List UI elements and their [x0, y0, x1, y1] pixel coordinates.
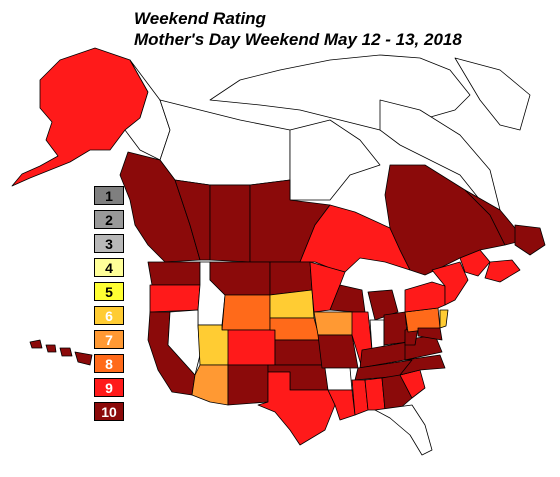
legend-item-5: 5: [94, 282, 124, 301]
region-kansas: [274, 339, 323, 366]
legend-item-7: 7: [94, 330, 124, 349]
region-nunavut: [289, 119, 381, 201]
region-northwest-territories: [159, 99, 291, 186]
region-alabama: [364, 377, 386, 411]
legend-item-2: 2: [94, 210, 124, 229]
region-arkansas: [324, 367, 353, 391]
region-alberta: [174, 179, 211, 261]
region-new-mexico: [227, 364, 269, 406]
legend-item-4: 4: [94, 258, 124, 277]
region-greenland-edge: [454, 57, 531, 131]
region-arizona: [191, 364, 229, 406]
region-wyoming: [221, 294, 271, 331]
region-florida: [374, 404, 433, 456]
region-indiana: [369, 319, 385, 351]
title-line-2: Mother's Day Weekend May 12 - 13, 2018: [134, 30, 462, 49]
region-washington: [147, 261, 201, 286]
region-louisiana: [327, 389, 356, 421]
region-ohio: [383, 311, 409, 346]
legend-item-3: 3: [94, 234, 124, 253]
rating-legend: 1 2 3 4 5 6 7 8 9 10: [94, 186, 126, 426]
legend-item-8: 8: [94, 354, 124, 373]
legend-item-6: 6: [94, 306, 124, 325]
region-hawaii-4: [74, 351, 93, 366]
region-new-england: [431, 261, 469, 306]
region-hawaii-3: [59, 347, 73, 357]
legend-item-1: 1: [94, 186, 124, 205]
region-new-york: [404, 281, 446, 313]
region-nova-scotia: [484, 259, 521, 283]
region-iowa: [313, 311, 356, 336]
title-line-1: Weekend Rating: [134, 9, 266, 28]
region-texas: [257, 371, 336, 446]
region-new-brunswick: [459, 249, 491, 277]
region-south-dakota: [269, 289, 315, 319]
region-north-carolina: [399, 354, 446, 376]
region-nebraska: [269, 317, 321, 341]
region-hawaii-2: [45, 344, 57, 353]
legend-item-10: 10: [94, 402, 124, 421]
region-maryland-delaware: [417, 327, 443, 341]
region-missouri: [317, 334, 359, 369]
map-title: Weekend Rating Mother's Day Weekend May …: [134, 8, 554, 50]
region-michigan: [367, 289, 399, 321]
region-colorado: [227, 329, 276, 366]
region-new-jersey: [439, 309, 449, 329]
region-utah: [197, 324, 231, 366]
region-saskatchewan: [209, 184, 251, 263]
region-oregon: [149, 284, 201, 313]
legend-item-9: 9: [94, 378, 124, 397]
region-hawaii-1: [29, 339, 43, 349]
region-newfoundland: [514, 224, 546, 256]
region-north-dakota: [269, 261, 313, 296]
